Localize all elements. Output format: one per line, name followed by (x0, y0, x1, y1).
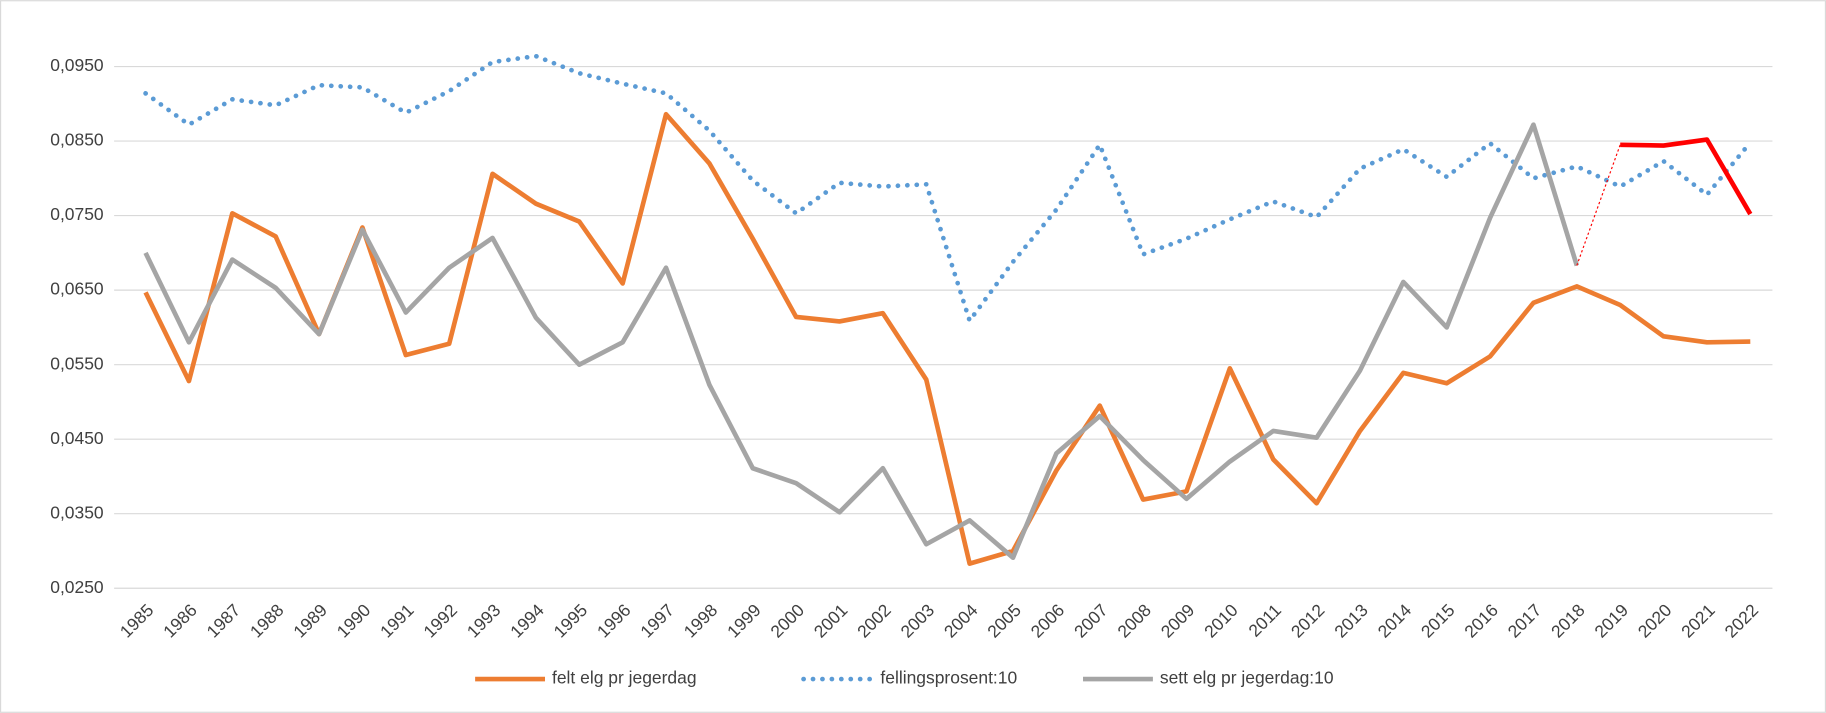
y-tick-label: 0,0650 (50, 279, 104, 299)
line-series (143, 53, 1753, 326)
line-series (143, 111, 1751, 566)
y-tick-label: 0,0750 (50, 204, 104, 224)
y-tick-label: 0,0450 (50, 428, 104, 448)
line-series (143, 122, 1580, 561)
legend-label: sett elg pr jegerdag:10 (1160, 668, 1334, 688)
y-tick-label: 0,0550 (50, 353, 104, 373)
legend-label: fellingsprosent:10 (880, 668, 1017, 688)
highlight-line (1620, 137, 1753, 216)
y-tick-label: 0,0350 (50, 502, 104, 522)
y-tick-label: 0,0850 (50, 130, 104, 150)
y-tick-label: 0,0950 (50, 55, 104, 75)
y-tick-label: 0,0250 (50, 577, 104, 597)
legend-label: felt elg pr jegerdag (552, 668, 697, 688)
